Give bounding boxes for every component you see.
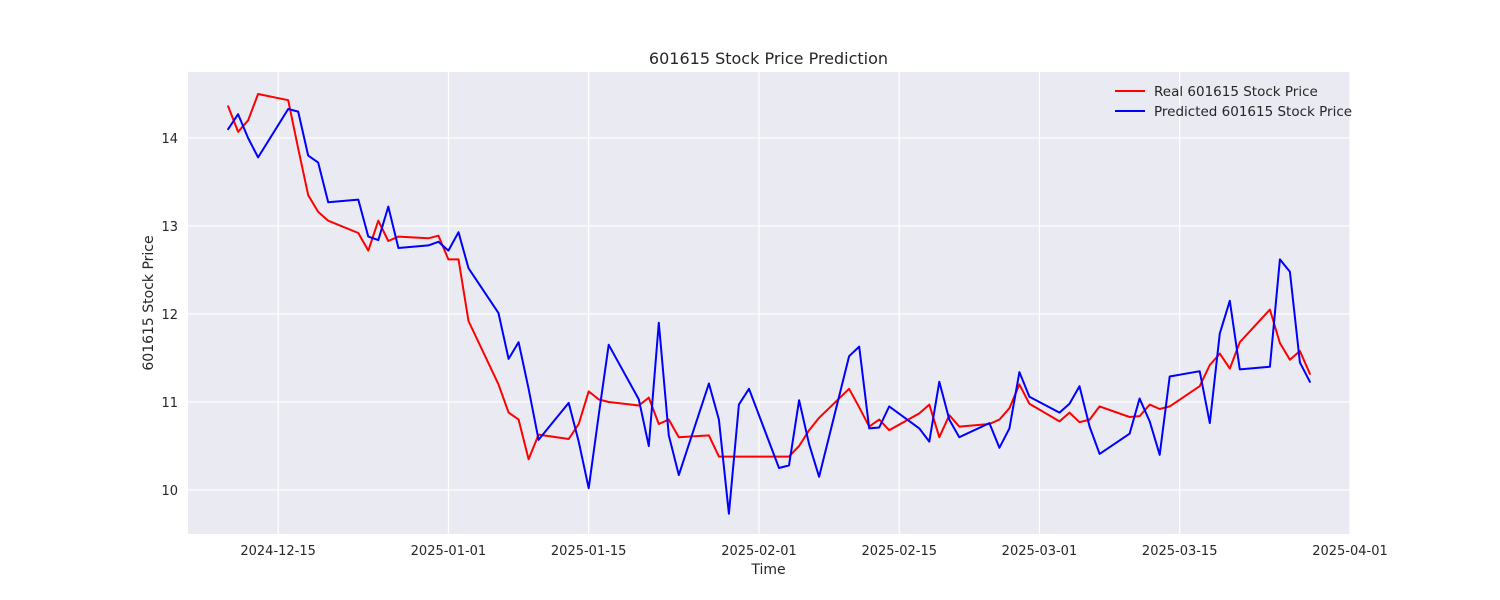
y-axis-ticks: 10 11 12 13 14: [161, 132, 178, 499]
x-tick-label: 2025-03-01: [1002, 544, 1078, 559]
x-gridlines: [277, 72, 1351, 534]
y-tick-label: 10: [161, 484, 178, 499]
x-tick-label: 2025-03-15: [1142, 544, 1218, 559]
y-tick-label: 12: [161, 308, 178, 323]
y-tick-label: 14: [161, 132, 178, 147]
plot-area: [188, 72, 1350, 534]
series-layer: [227, 93, 1311, 515]
y-tick-label: 11: [161, 396, 178, 411]
legend: Real 601615 Stock Price Predicted 601615 …: [1115, 84, 1352, 120]
y-axis-label: 601615 Stock Price: [141, 235, 157, 370]
chart-title: 601615 Stock Price Prediction: [649, 49, 888, 68]
y-tick-label: 13: [161, 220, 178, 235]
x-tick-label: 2025-02-01: [721, 544, 797, 559]
x-tick-label: 2025-04-01: [1312, 544, 1388, 559]
x-tick-label: 2025-02-15: [861, 544, 937, 559]
predicted-price-line: [227, 108, 1311, 515]
x-axis-label: Time: [750, 562, 785, 578]
real-price-line: [227, 93, 1311, 461]
x-axis-ticks: 2024-12-15 2025-01-01 2025-01-15 2025-02-01…: [240, 544, 1387, 559]
legend-label: Real 601615 Stock Price: [1154, 84, 1318, 100]
x-tick-label: 2025-01-15: [551, 544, 627, 559]
x-tick-label: 2025-01-01: [411, 544, 487, 559]
x-tick-label: 2024-12-15: [240, 544, 316, 559]
legend-label: Predicted 601615 Stock Price: [1154, 104, 1352, 120]
